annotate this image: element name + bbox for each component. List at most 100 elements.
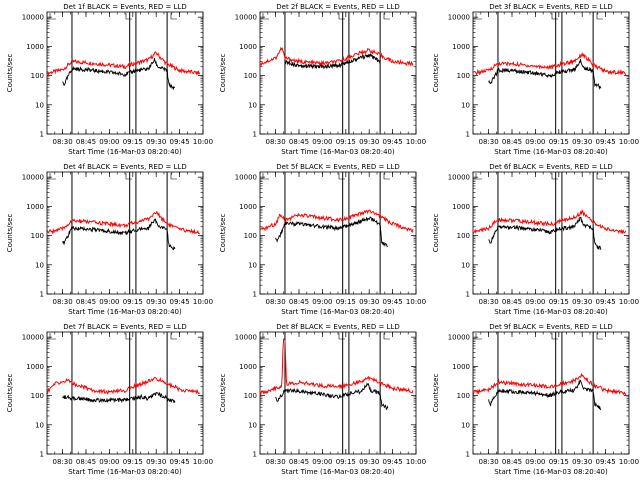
y-tick-label: 1 [40,451,44,459]
lld-series-line [46,50,201,77]
plot-frame [472,11,630,135]
x-tick-label: 09:30 [146,298,166,306]
flag-bracket [49,13,56,20]
x-tick-label: 08:45 [289,458,309,466]
x-tick-label: 08:30 [479,458,499,466]
det-2f-plot: Det 2f BLACK = Events, RED = LLD 1 10 100 10… [219,3,426,156]
y-tick-label: 1 [466,451,470,459]
x-tick-label: 08:30 [266,298,286,306]
x-tick-label: 09:15 [336,138,356,146]
x-axis-label: Start Time (16-Mar-03 08:20:40) [281,468,395,476]
x-tick-label: 10:00 [193,458,213,466]
x-tick-label: 10:00 [406,458,426,466]
y-tick-label: 10 [461,421,470,429]
y-tick-label: 1 [40,131,44,139]
x-axis-label: Start Time (16-Mar-03 08:20:40) [494,148,608,156]
y-tick-label: 1000 [452,203,470,211]
plot-frame [46,331,204,455]
flag-bracket [383,173,390,180]
y-tick-label: 100 [244,232,257,240]
plot-frame [259,171,417,295]
y-axis-label: Counts/sec [6,214,14,253]
flag-bracket [551,173,558,180]
y-tick-label: 10 [248,421,257,429]
plot-title: Det 8f BLACK = Events, RED = LLD [276,323,399,331]
x-tick-label: 10:00 [619,458,639,466]
x-tick-label: 09:15 [123,458,143,466]
x-tick-label: 09:00 [99,458,119,466]
y-tick-label: 1 [253,451,257,459]
y-tick-label: 1000 [239,43,257,51]
flag-bracket [125,13,132,20]
x-tick-label: 08:30 [266,138,286,146]
flag-bracket [338,173,345,180]
y-tick-label: 10000 [448,174,470,182]
plot-title: Det 9f BLACK = Events, RED = LLD [489,323,612,331]
flag-bracket [338,13,345,20]
y-tick-label: 1000 [26,203,44,211]
x-tick-label: 09:30 [572,458,592,466]
x-tick-label: 09:00 [99,138,119,146]
lld-series-line [46,376,201,395]
flag-bracket [262,333,269,340]
y-tick-label: 10 [248,101,257,109]
x-tick-label: 09:30 [359,138,379,146]
flag-bracket [170,333,177,340]
x-tick-label: 09:45 [596,138,616,146]
det-1f-plot: Det 1f BLACK = Events, RED = LLD 1 10 100 10… [6,3,213,156]
x-tick-label: 09:00 [525,138,545,146]
plot-title: Det 7f BLACK = Events, RED = LLD [63,323,186,331]
lld-series-line [46,210,200,235]
y-tick-label: 10000 [22,334,44,342]
lld-series-line [472,51,627,76]
x-tick-label: 08:30 [266,458,286,466]
events-series-line [275,216,389,248]
flag-bracket [49,333,56,340]
x-tick-label: 09:45 [383,138,403,146]
x-tick-label: 10:00 [193,138,213,146]
x-axis-label: Start Time (16-Mar-03 08:20:40) [494,468,608,476]
y-axis-label: Counts/sec [6,374,14,413]
flag-bracket [551,13,558,20]
x-tick-label: 09:00 [312,458,332,466]
y-tick-label: 1000 [452,43,470,51]
x-axis-label: Start Time (16-Mar-03 08:20:40) [68,148,182,156]
y-tick-label: 100 [31,392,44,400]
plot-frame [259,11,417,135]
x-tick-label: 09:00 [312,138,332,146]
plot-title: Det 2f BLACK = Events, RED = LLD [276,3,399,11]
x-tick-label: 09:45 [170,138,190,146]
y-axis-label: Counts/sec [432,54,440,93]
flag-bracket [596,13,603,20]
flag-bracket [262,13,269,20]
flag-bracket [596,333,603,340]
y-tick-label: 10 [35,261,44,269]
lld-series-line [259,46,414,67]
x-tick-label: 09:00 [312,298,332,306]
plot-title: Det 6f BLACK = Events, RED = LLD [489,163,612,171]
x-tick-label: 10:00 [193,298,213,306]
x-tick-label: 10:00 [406,298,426,306]
plot-title: Det 4f BLACK = Events, RED = LLD [63,163,186,171]
lld-series-line [472,209,627,235]
y-axis-label: Counts/sec [219,54,227,93]
y-tick-label: 100 [457,232,470,240]
x-tick-label: 09:15 [123,138,143,146]
y-tick-label: 100 [244,392,257,400]
y-tick-label: 1 [466,291,470,299]
y-tick-label: 1 [466,131,470,139]
x-tick-label: 09:45 [596,458,616,466]
y-tick-label: 10 [35,101,44,109]
x-tick-label: 09:15 [336,458,356,466]
x-tick-label: 08:30 [479,298,499,306]
x-tick-label: 08:45 [76,458,96,466]
y-tick-label: 1000 [26,43,44,51]
flag-bracket [262,173,269,180]
y-axis-label: Counts/sec [432,374,440,413]
events-series-line [62,218,176,251]
y-tick-label: 10000 [448,334,470,342]
x-tick-label: 09:45 [170,458,190,466]
plot-title: Det 3f BLACK = Events, RED = LLD [489,3,612,11]
flag-bracket [49,173,56,180]
x-tick-label: 09:00 [99,298,119,306]
